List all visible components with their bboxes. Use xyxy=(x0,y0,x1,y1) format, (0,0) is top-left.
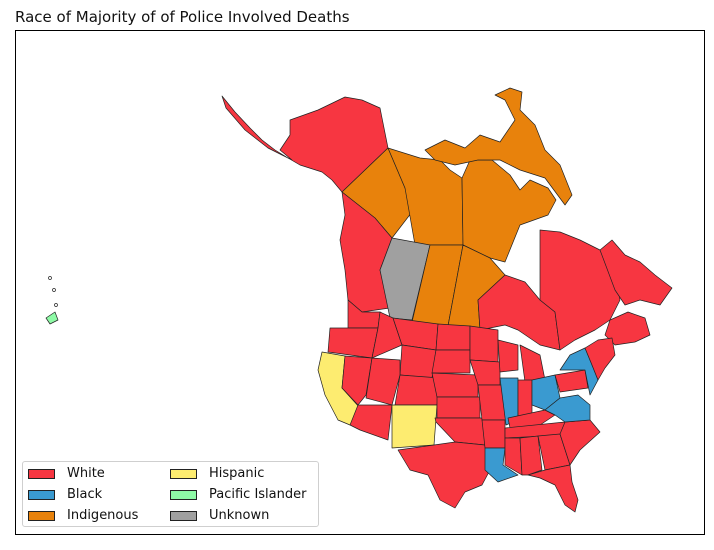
region-minnesota xyxy=(469,325,499,363)
legend-item-pacific-islander: Pacific Islander xyxy=(170,487,306,502)
legend-swatch-white xyxy=(28,468,55,479)
region-north-dakota xyxy=(435,323,471,351)
region-michigan xyxy=(519,344,546,383)
region-virginia xyxy=(544,394,591,423)
region-wisconsin xyxy=(497,339,519,373)
legend-item-black: Black xyxy=(28,487,102,502)
legend-label-unknown: Unknown xyxy=(209,508,270,523)
legend-label-indigenous: Indigenous xyxy=(67,508,139,523)
region-alaska xyxy=(221,95,389,193)
region-oregon xyxy=(327,327,379,359)
map-title: Race of Majority of of Police Involved D… xyxy=(15,8,350,26)
region-florida xyxy=(527,464,579,513)
region-arctic-islands xyxy=(424,87,573,206)
legend-item-indigenous: Indigenous xyxy=(28,508,138,523)
legend-item-hispanic: Hispanic xyxy=(170,466,264,481)
region-nunavut xyxy=(461,159,557,263)
legend-label-hispanic: Hispanic xyxy=(209,466,265,481)
region-nevada xyxy=(341,355,373,406)
legend: White Black Indigenous Hispanic Pacific … xyxy=(22,461,319,527)
region-pennsylvania xyxy=(554,369,589,393)
region-ontario xyxy=(477,274,561,351)
legend-swatch-black xyxy=(28,489,55,500)
region-kansas xyxy=(436,396,481,419)
region-alabama xyxy=(519,435,543,476)
region-new-england xyxy=(584,337,616,381)
region-maritimes xyxy=(604,311,651,346)
region-south-dakota xyxy=(431,349,471,374)
region-hawaii xyxy=(45,311,59,325)
legend-swatch-unknown xyxy=(170,510,197,521)
legend-swatch-indigenous xyxy=(28,510,55,521)
region-nebraska xyxy=(431,372,479,398)
region-texas xyxy=(397,441,491,509)
legend-item-unknown: Unknown xyxy=(170,508,269,523)
legend-label-pacific-islander: Pacific Islander xyxy=(209,487,307,502)
legend-item-white: White xyxy=(28,466,105,481)
region-arkansas xyxy=(481,419,506,449)
region-utah xyxy=(365,357,401,406)
region-arizona xyxy=(349,404,393,441)
region-newfoundland-labrador xyxy=(599,239,673,306)
region-kentucky xyxy=(507,409,556,429)
region-quebec xyxy=(539,229,621,351)
legend-label-black: Black xyxy=(67,487,103,502)
legend-swatch-hispanic xyxy=(170,468,197,479)
legend-label-white: White xyxy=(67,466,105,481)
region-oklahoma xyxy=(434,417,486,446)
region-wyoming xyxy=(399,344,437,379)
legend-swatch-pacific-islander xyxy=(170,489,197,500)
region-indiana xyxy=(517,379,533,419)
region-new-mexico xyxy=(391,404,438,449)
